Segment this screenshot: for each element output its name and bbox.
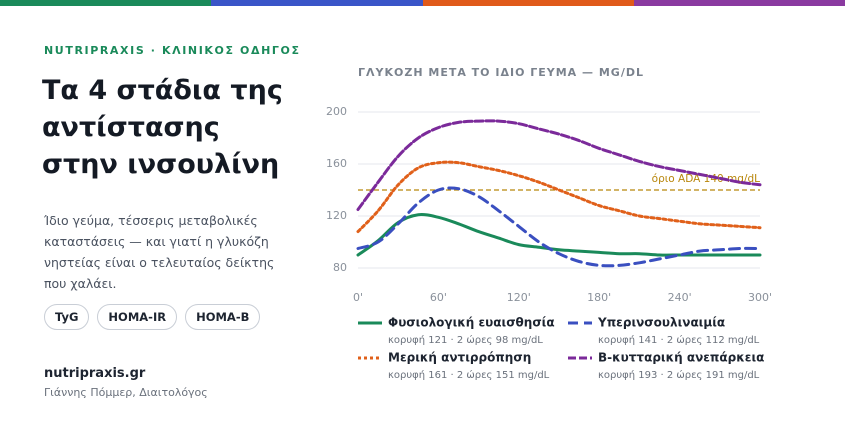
y-tick-label: 160 (326, 157, 347, 170)
x-tick-label: 0' (353, 291, 363, 304)
legend-note: κορυφή 121 · 2 ώρες 98 mg/dL (388, 334, 543, 346)
tag: TyG (44, 304, 90, 330)
tags: TyG HOMA-IR HOMA-B (44, 304, 261, 330)
series-line (356, 213, 762, 257)
title-line: αντίστασης (42, 112, 220, 143)
series-line (356, 186, 762, 268)
series-line (356, 160, 762, 234)
chart-title: ΓΛΥΚΟΖΗ ΜΕΤΑ ΤΟ ΙΔΙΟ ΓΕΥΜΑ — MG/DL (358, 66, 644, 79)
y-tick-label: 80 (333, 261, 347, 274)
legend-label: Υπερινσουλιναιμία (597, 316, 725, 330)
tag: HOMA-IR (97, 304, 178, 330)
x-tick-label: 180' (587, 291, 611, 304)
legend-note: κορυφή 161 · 2 ώρες 151 mg/dL (388, 369, 550, 381)
top-bar (211, 0, 423, 6)
brand: NUTRIPRAXIS · ΚΛΙΝΙΚΟΣ ΟΔΗΓΟΣ (44, 44, 301, 57)
legend-label: Β-κυτταρική ανεπάρκεια (598, 351, 764, 365)
legend-label: Φυσιολογική ευαισθησία (388, 316, 555, 330)
top-bar (0, 0, 212, 6)
x-tick-label: 120' (507, 291, 531, 304)
title-line: Τα 4 στάδια της (42, 75, 283, 106)
x-tick-label: 240' (668, 291, 692, 304)
top-bar (633, 0, 845, 6)
legend-label: Μερική αντιρρόπηση (388, 351, 531, 365)
series-line (356, 119, 762, 211)
tag: HOMA-B (185, 304, 261, 330)
y-tick-label: 120 (326, 209, 347, 222)
legend-note: κορυφή 193 · 2 ώρες 191 mg/dL (598, 369, 760, 381)
top-bar (422, 0, 634, 6)
description: Ίδιο γεύμα, τέσσερις μεταβολικές καταστά… (44, 213, 275, 291)
site: nutripraxis.gr (44, 366, 146, 381)
x-tick-label: 300' (748, 291, 772, 304)
y-tick-label: 200 (326, 105, 347, 118)
author: Γιάννης Πόμμερ, Διαιτολόγος (44, 386, 208, 399)
x-tick-label: 60' (430, 291, 447, 304)
legend-note: κορυφή 141 · 2 ώρες 112 mg/dL (598, 334, 760, 346)
title: Τα 4 στάδια της αντίστασης στην ινσουλίν… (42, 72, 283, 183)
title-line: στην ινσουλίνη (42, 149, 280, 180)
